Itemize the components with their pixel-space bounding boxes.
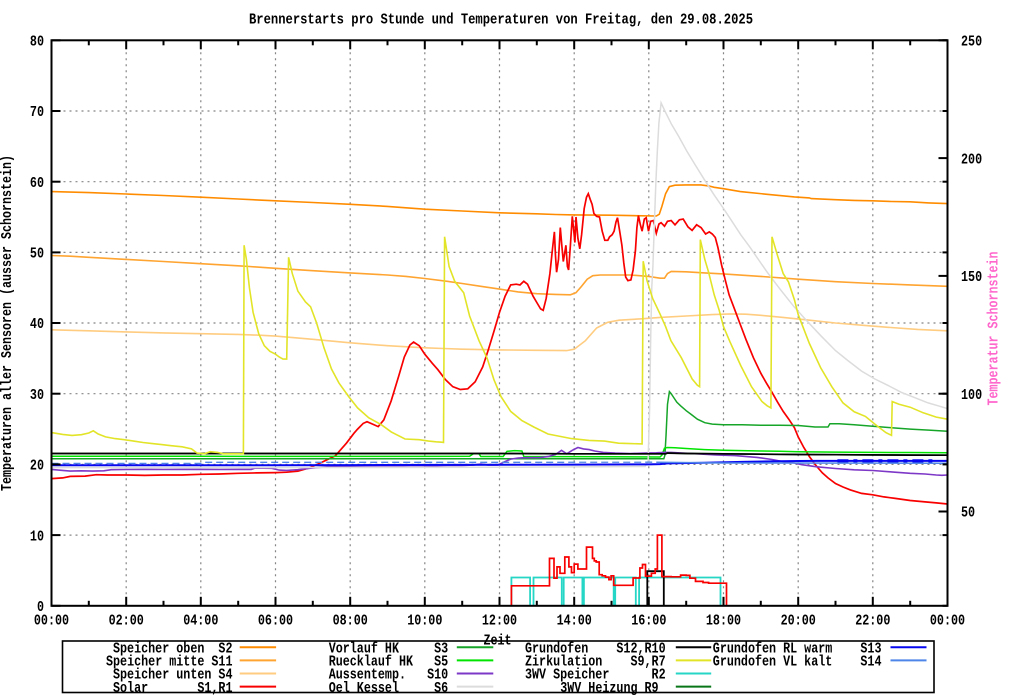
svg-text:200: 200 [961, 152, 982, 168]
svg-text:50: 50 [961, 506, 975, 522]
svg-text:50: 50 [30, 247, 44, 263]
svg-text:30: 30 [30, 388, 44, 404]
svg-text:150: 150 [961, 270, 982, 286]
svg-text:Speicher oben S2: Speicher oben S2 [113, 642, 233, 658]
svg-text:0: 0 [37, 600, 44, 616]
svg-text:Speicher unten S4: Speicher unten S4 [113, 668, 233, 684]
svg-text:Vorlauf HK S3: Vorlauf HK S3 [329, 642, 449, 658]
svg-text:Zirkulation S9,R7: Zirkulation S9,R7 [525, 655, 666, 671]
svg-text:40: 40 [30, 317, 44, 333]
svg-text:Ruecklauf HK S5: Ruecklauf HK S5 [329, 655, 449, 671]
svg-text:02:00: 02:00 [109, 614, 144, 630]
svg-text:250: 250 [961, 35, 982, 51]
svg-text:12:00: 12:00 [482, 614, 517, 630]
svg-text:100: 100 [961, 388, 982, 404]
svg-text:20: 20 [30, 459, 44, 475]
svg-text:00:00: 00:00 [930, 614, 965, 630]
svg-text:Aussentemp. S10: Aussentemp. S10 [329, 668, 449, 684]
svg-text:Temperaturen aller Sensoren (a: Temperaturen aller Sensoren (ausser Scho… [0, 155, 16, 491]
svg-text:Zeit: Zeit [483, 634, 511, 650]
svg-text:04:00: 04:00 [183, 614, 218, 630]
svg-text:00:00: 00:00 [34, 614, 69, 630]
svg-text:Grundofen S12,R10: Grundofen S12,R10 [525, 642, 666, 658]
svg-text:70: 70 [30, 105, 44, 121]
svg-text:Brennerstarts pro Stunde und T: Brennerstarts pro Stunde und Temperature… [249, 13, 753, 29]
svg-text:16:00: 16:00 [631, 614, 666, 630]
svg-text:10: 10 [30, 529, 44, 545]
svg-text:3WV Speicher R2: 3WV Speicher R2 [525, 668, 666, 684]
svg-text:80: 80 [30, 35, 44, 51]
svg-text:60: 60 [30, 176, 44, 192]
svg-text:18:00: 18:00 [706, 614, 741, 630]
svg-text:Solar S1,R1: Solar S1,R1 [113, 681, 233, 697]
svg-text:3WV Heizung R9: 3WV Heizung R9 [560, 681, 658, 697]
svg-text:Oel Kessel S6: Oel Kessel S6 [329, 681, 449, 697]
svg-text:Grundofen RL warm S13: Grundofen RL warm S13 [713, 642, 882, 658]
svg-text:08:00: 08:00 [333, 614, 368, 630]
svg-text:Grundofen VL kalt S14: Grundofen VL kalt S14 [713, 655, 882, 671]
svg-text:10:00: 10:00 [407, 614, 442, 630]
svg-text:Temperatur Schornstein: Temperatur Schornstein [987, 252, 1003, 406]
svg-text:06:00: 06:00 [258, 614, 293, 630]
svg-text:14:00: 14:00 [557, 614, 592, 630]
svg-text:Speicher mitte S11: Speicher mitte S11 [106, 655, 233, 671]
svg-text:20:00: 20:00 [781, 614, 816, 630]
svg-text:22:00: 22:00 [855, 614, 890, 630]
